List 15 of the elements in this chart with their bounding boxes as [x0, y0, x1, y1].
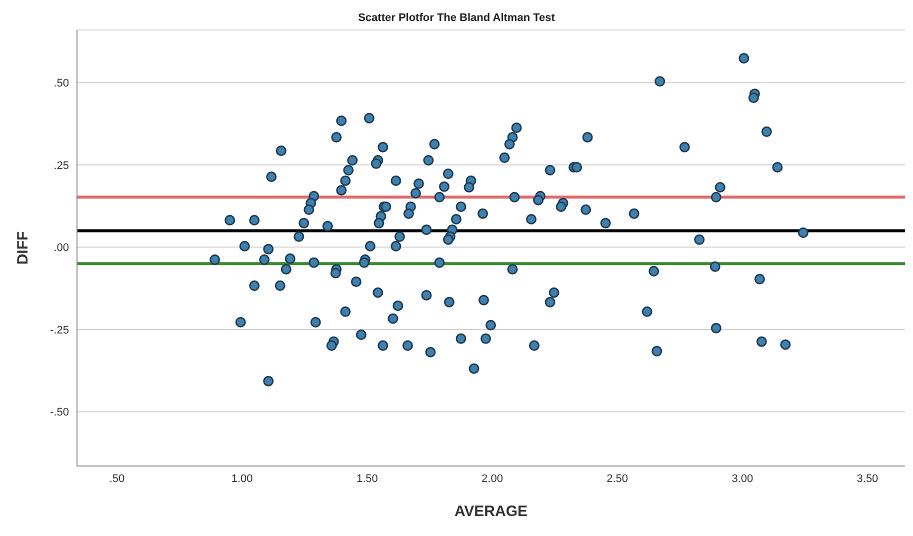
x-tick-label: 2.50	[606, 472, 628, 485]
y-tick-label: .50	[54, 78, 69, 90]
y-tick-label: .25	[54, 160, 69, 172]
y-tick-label: -.25	[50, 324, 69, 336]
x-tick-label: 3.00	[732, 472, 754, 485]
x-tick-label: 2.00	[482, 472, 503, 485]
y-axis-title: DIFF	[14, 231, 32, 265]
x-tick-label: .50	[109, 472, 125, 485]
x-tick-label: 1.50	[356, 472, 378, 485]
y-tick-label: .00	[54, 242, 69, 254]
x-tick-label: 3.50	[856, 472, 878, 485]
x-axis-title: AVERAGE	[454, 503, 528, 520]
chart-title: Scatter Plotfor The Bland Altman Test	[357, 12, 556, 24]
x-tick-label: 1.00	[231, 472, 253, 485]
y-tick-label: -.50	[50, 406, 69, 419]
